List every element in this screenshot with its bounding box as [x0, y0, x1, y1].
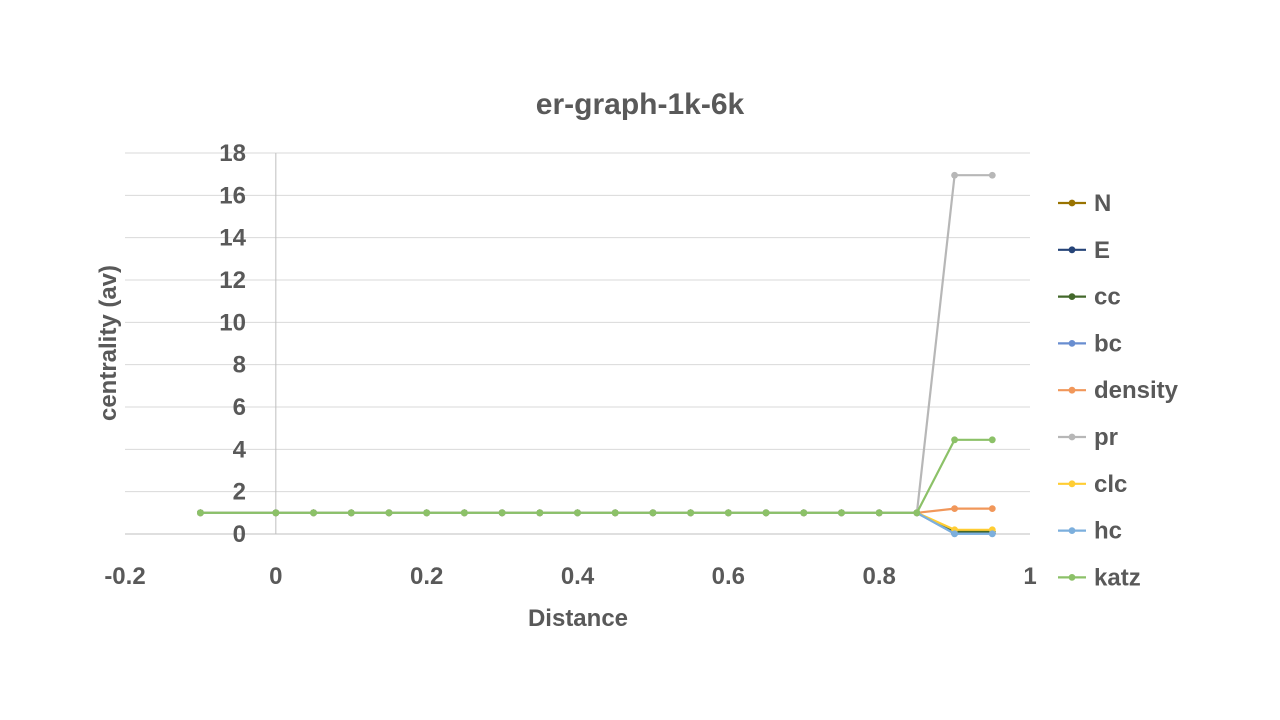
series-line-katz: [200, 438, 993, 514]
legend-label: density: [1094, 377, 1179, 404]
series-line-N: [200, 511, 993, 535]
x-tick-labels: -0.2 0 0.2 0.4 0.6 0.8 1: [104, 563, 1036, 590]
legend-label: cc: [1094, 284, 1121, 311]
legend-label: pr: [1094, 424, 1118, 451]
data-point-katz: [838, 509, 845, 517]
series-line-clc: [200, 511, 993, 531]
legend-swatch-marker: [1068, 199, 1076, 207]
data-point-katz: [498, 509, 506, 517]
legend-label: katz: [1094, 564, 1141, 591]
data-point-katz: [347, 509, 355, 517]
data-point-katz: [423, 509, 431, 517]
legend-swatch-marker: [1068, 246, 1076, 254]
legend-item-E: E: [1058, 237, 1110, 264]
data-point-katz: [197, 509, 204, 517]
series-line-pr: [200, 174, 993, 514]
data-point-katz: [385, 509, 393, 517]
x-tick-label: 0.6: [712, 563, 745, 590]
data-point-katz: [574, 509, 581, 517]
x-tick-label: 0.2: [410, 563, 443, 590]
series-line-bc: [200, 511, 993, 535]
series-density: [197, 505, 996, 517]
legend-swatch-marker: [1068, 480, 1076, 488]
series-line-hc: [200, 511, 993, 535]
legend-item-bc: bc: [1058, 330, 1122, 357]
y-axis-label: centrality (av): [95, 265, 122, 421]
x-tick-label: 1: [1023, 563, 1036, 590]
data-point-katz: [687, 509, 695, 517]
legend-swatch-marker: [1068, 386, 1076, 394]
legend-label: N: [1094, 190, 1111, 217]
legend-swatch-marker: [1068, 527, 1076, 534]
x-axis-label: Distance: [528, 605, 628, 632]
y-tick-label: 2: [233, 479, 246, 506]
legend-item-cc: cc: [1058, 284, 1121, 311]
data-point-katz: [762, 509, 770, 517]
series-katz: [197, 436, 996, 517]
legend-label: clc: [1094, 471, 1127, 498]
legend-label: E: [1094, 237, 1110, 264]
y-tick-label: 4: [233, 436, 247, 463]
data-point-pr: [951, 171, 958, 179]
legend-item-katz: katz: [1058, 564, 1141, 591]
y-tick-label: 6: [233, 394, 246, 421]
legend-item-clc: clc: [1058, 471, 1127, 498]
data-point-pr: [988, 171, 996, 179]
series-lines: [197, 171, 996, 538]
chart-title: er-graph-1k-6k: [536, 88, 745, 121]
data-point-katz: [951, 436, 958, 444]
legend-item-density: density: [1058, 377, 1179, 404]
y-tick-label: 18: [219, 140, 246, 167]
legend-swatch-marker: [1068, 433, 1076, 441]
x-tick-label: -0.2: [104, 563, 145, 590]
x-tick-label: 0.4: [561, 563, 595, 590]
y-tick-label: 8: [233, 352, 246, 379]
axes: [125, 153, 1030, 535]
data-point-hc: [951, 530, 958, 538]
legend-item-N: N: [1058, 190, 1111, 217]
legend-label: hc: [1094, 518, 1122, 545]
x-tick-label: 0.8: [862, 563, 895, 590]
legend-swatch-marker: [1068, 340, 1076, 347]
data-point-hc: [988, 530, 996, 538]
data-point-katz: [988, 436, 996, 444]
data-point-katz: [272, 509, 280, 517]
data-point-katz: [310, 509, 317, 517]
gridlines: [125, 152, 1030, 493]
legend-swatch-marker: [1068, 293, 1076, 300]
y-tick-labels: 0 2 4 6 8 10 12 14 16 18: [219, 140, 246, 548]
y-tick-label: 16: [219, 182, 246, 209]
series-line-cc: [200, 511, 993, 533]
y-tick-label: 0: [233, 521, 246, 548]
data-point-katz: [724, 509, 732, 517]
legend-swatch-marker: [1068, 574, 1076, 581]
data-point-katz: [913, 509, 921, 517]
series-pr: [197, 171, 996, 517]
data-point-katz: [649, 509, 657, 517]
data-point-katz: [536, 509, 544, 517]
y-tick-label: 10: [219, 309, 246, 336]
legend-label: bc: [1094, 330, 1122, 357]
legend-item-hc: hc: [1058, 518, 1122, 545]
legend-item-pr: pr: [1058, 424, 1118, 451]
data-point-katz: [875, 509, 883, 517]
series-line-E: [200, 511, 993, 535]
y-tick-label: 14: [219, 225, 246, 252]
x-tick-label: 0: [269, 563, 282, 590]
data-point-katz: [800, 509, 808, 517]
data-point-katz: [611, 509, 619, 517]
data-point-density: [951, 505, 958, 512]
y-tick-label: 12: [219, 267, 246, 294]
data-point-density: [988, 505, 996, 512]
data-point-katz: [460, 509, 468, 517]
